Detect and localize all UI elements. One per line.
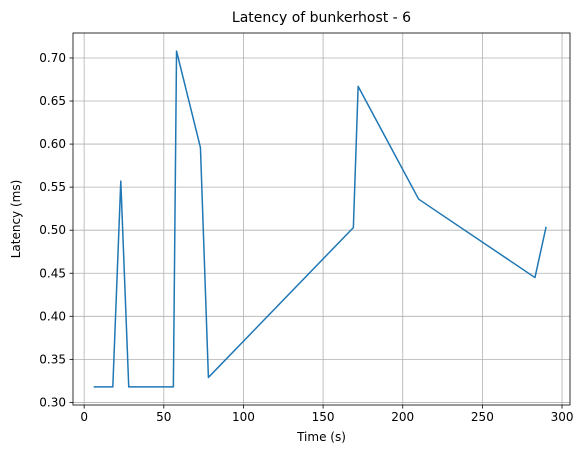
ticks: 0 50 100 150 200 250 300 0.30 0.35 0.40 0.45 0.50 0.… — [39, 51, 573, 424]
x-axis-label: Time (s) — [296, 430, 346, 444]
series-layer — [93, 50, 547, 388]
series-line — [93, 50, 547, 388]
y-tick-label: 0.40 — [39, 309, 66, 323]
x-tick-label: 50 — [156, 410, 171, 424]
x-tick-label: 150 — [312, 410, 335, 424]
y-tick-label: 0.65 — [39, 94, 66, 108]
grid — [73, 33, 570, 405]
chart-title: Latency of bunkerhost - 6 — [232, 10, 411, 26]
y-tick-label: 0.55 — [39, 180, 66, 194]
x-tick-label: 200 — [391, 410, 414, 424]
y-tick-label: 0.35 — [39, 352, 66, 366]
y-axis-label: Latency (ms) — [9, 180, 23, 259]
y-tick-label: 0.70 — [39, 51, 66, 65]
y-tick-label: 0.30 — [39, 395, 66, 409]
y-tick-label: 0.50 — [39, 223, 66, 237]
x-tick-label: 250 — [471, 410, 494, 424]
x-tick-label: 300 — [551, 410, 574, 424]
plot-frame — [72, 32, 571, 406]
x-tick-label: 100 — [232, 410, 255, 424]
y-tick-label: 0.45 — [39, 266, 66, 280]
x-tick-label: 0 — [80, 410, 88, 424]
y-tick-label: 0.60 — [39, 137, 66, 151]
